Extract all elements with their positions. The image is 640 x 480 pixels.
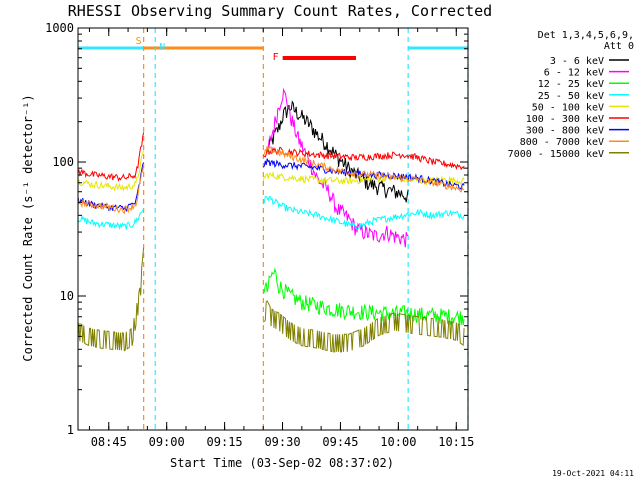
series-line-7-1: [263, 145, 465, 193]
axes: 1 10 100 1000 08:45 09:00 09:15 09:30 09:45 10:00…: [45, 21, 474, 449]
y-tick-label-0: 1: [67, 423, 74, 437]
series-line-1-0: [267, 87, 409, 248]
y-axis-label: Corrected Count Rate (s⁻¹ detector⁻¹): [21, 94, 35, 361]
legend-label-5: 100 - 300 keV: [526, 114, 604, 125]
legend-label-8: 7000 - 15000 keV: [508, 149, 604, 160]
series-line-8-0: [77, 247, 145, 352]
series-line-4-0: [77, 150, 145, 193]
y-tick-label-3: 1000: [45, 21, 74, 35]
series-line-4-1: [262, 170, 465, 186]
legend-label-4: 50 - 100 keV: [532, 102, 604, 113]
legend-label-6: 300 - 800 keV: [526, 126, 604, 137]
x-tick-label-5: 10:00: [380, 435, 416, 449]
legend-header-0: Det 1,3,4,5,6,9,: [538, 30, 634, 41]
x-tick-label-0: 08:45: [91, 435, 127, 449]
x-tick-label-3: 09:30: [264, 435, 300, 449]
series-line-5-1: [262, 146, 465, 171]
plot-frame: [77, 27, 469, 431]
y-tick-label-2: 100: [52, 155, 74, 169]
chart-title: RHESSI Observing Summary Count Rates, Co…: [68, 2, 492, 20]
x-tick-label-2: 09:15: [207, 435, 243, 449]
legend-label-7: 800 - 7000 keV: [520, 137, 604, 148]
x-tick-label-6: 10:15: [438, 435, 474, 449]
legend-label-1: 6 - 12 keV: [544, 68, 604, 79]
series-line-3-1: [262, 195, 465, 230]
y-tick-label-1: 10: [60, 289, 74, 303]
flag-label-f: F: [273, 52, 279, 63]
legend-label-0: 3 - 6 keV: [550, 56, 604, 67]
legend-label-3: 25 - 50 keV: [538, 91, 604, 102]
flag-label-n: N: [159, 42, 165, 53]
flag-label-s: S: [136, 36, 142, 47]
series-line-3-0: [77, 208, 145, 230]
series-line-2-0: [262, 267, 465, 326]
series-line-7-0: [77, 163, 145, 215]
legend-label-2: 12 - 25 keV: [538, 79, 604, 90]
timestamp: 19-Oct-2021 04:11: [552, 469, 634, 478]
legend-header-1: Att 0: [604, 41, 634, 52]
series-line-5-0: [77, 132, 145, 182]
series-line-0-0: [266, 100, 409, 203]
series-line-6-1: [263, 158, 465, 191]
series-line-6-0: [77, 162, 145, 213]
series-line-8-1: [262, 300, 465, 353]
x-tick-label-4: 09:45: [322, 435, 358, 449]
x-axis-label: Start Time (03-Sep-02 08:37:02): [170, 456, 394, 470]
x-tick-label-1: 09:00: [149, 435, 185, 449]
